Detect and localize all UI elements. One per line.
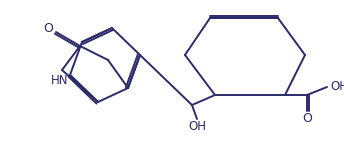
Text: OH: OH bbox=[330, 81, 344, 93]
Text: O: O bbox=[43, 22, 53, 36]
Text: HN: HN bbox=[51, 74, 69, 87]
Text: OH: OH bbox=[188, 120, 206, 134]
Text: O: O bbox=[302, 111, 312, 124]
